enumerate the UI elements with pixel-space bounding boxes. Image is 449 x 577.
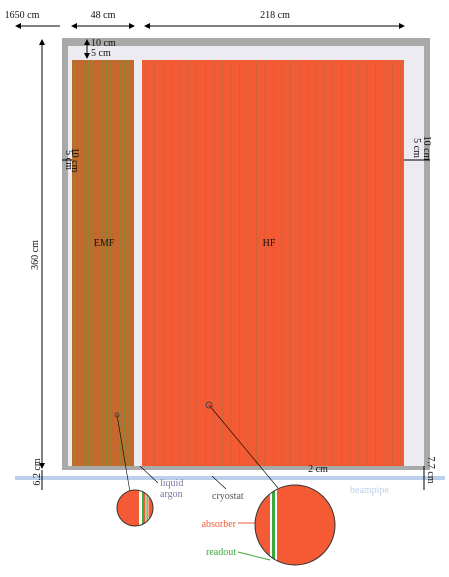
label: argon: [160, 489, 183, 500]
label: beampipe: [350, 485, 389, 496]
block-label: EMF: [94, 238, 115, 249]
dim-label: 48 cm: [91, 10, 116, 21]
zoom-outline: [254, 484, 336, 566]
dim-label: 7.7 cm: [425, 456, 436, 483]
dim-label: 10 cm: [69, 148, 80, 173]
zoom-outline: [116, 489, 154, 527]
dim-label: 10 cm: [91, 38, 116, 49]
zoom-point: [205, 401, 213, 409]
dim-label: 5 cm: [411, 138, 422, 158]
label: liquid: [160, 478, 183, 489]
label: absorber: [202, 519, 237, 530]
label: readout: [206, 547, 236, 558]
label: cryostat: [212, 491, 244, 502]
dim-label: 1650 cm: [5, 10, 40, 21]
dim-label: 5 cm: [91, 48, 111, 59]
dim-label: 218 cm: [260, 10, 290, 21]
emf-block: [72, 60, 134, 466]
zoom-point: [114, 412, 120, 418]
hf-block: [142, 60, 404, 466]
dim-label: 10 cm: [421, 136, 432, 161]
dim-label: 360 cm: [30, 240, 41, 270]
zoom-large: [255, 485, 335, 565]
dim-label: 2 cm: [308, 464, 328, 475]
dimension-lines: [15, 23, 430, 561]
zoom-small: [117, 490, 153, 526]
block-label: HF: [263, 238, 276, 249]
dim-label: 5 cm: [63, 150, 74, 170]
dim-label: 6.2 cm: [32, 458, 43, 485]
